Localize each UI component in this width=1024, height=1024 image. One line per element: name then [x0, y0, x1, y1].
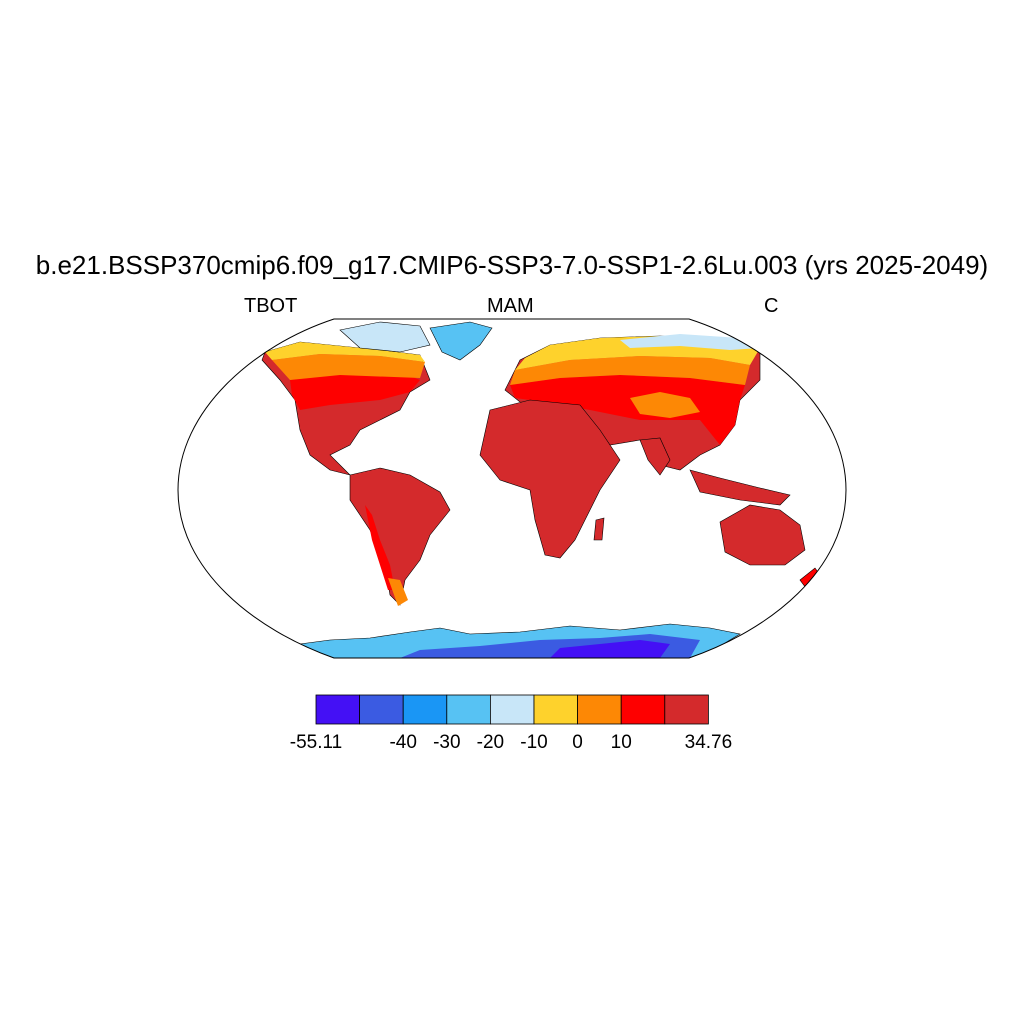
india [639, 437, 671, 476]
colorbar-bin-2 [402, 694, 448, 725]
north-america-warm-band [290, 372, 420, 410]
map-title: b.e21.BSSP370cmip6.f09_g17.CMIP6-SSP3-7.… [35, 250, 989, 280]
greenland [429, 321, 493, 361]
colorbar-label-6: 10 [611, 732, 632, 753]
colorbar-labels: -55.11 -40 -30 -20 -10 0 10 34.76 [290, 732, 732, 753]
colorbar-bin-0 [315, 694, 360, 725]
south-america-tip [388, 578, 408, 606]
colorbar-label-3: -20 [477, 732, 504, 753]
colorbar-bin-3 [446, 694, 491, 725]
colorbar-label-0: -55.11 [290, 732, 342, 753]
africa [479, 399, 621, 559]
colorbar-bin-4 [489, 694, 535, 725]
australia [719, 504, 806, 566]
madagascar [593, 517, 605, 541]
map-outline [177, 318, 847, 659]
antarctica-core [550, 640, 670, 658]
colorbar-bin-8 [664, 694, 709, 725]
eurasia-mid-band [510, 356, 750, 385]
variable-label: TBOT [244, 295, 298, 317]
south-america-andes [365, 505, 395, 590]
season-label: MAM [487, 295, 534, 317]
colorbar-bin-6 [577, 694, 622, 725]
canadian-arctic [339, 321, 431, 353]
colorbar-label-7: 34.76 [685, 732, 733, 753]
colorbar-label-4: -10 [520, 732, 547, 753]
colorbar-bin-1 [359, 694, 404, 725]
colorbar-label-5: 0 [572, 732, 583, 753]
colorbar-label-1: -40 [389, 732, 416, 753]
colorbar-bin-7 [620, 694, 666, 725]
eurasia-warm-band [510, 375, 745, 445]
north-america-mid-band [272, 354, 425, 380]
tibetan-plateau [630, 392, 700, 418]
map-land-layer [261, 321, 821, 658]
colorbar-boxes [315, 694, 709, 725]
units-label: C [764, 295, 779, 317]
colorbar-label-2: -30 [433, 732, 460, 753]
colorbar-bin-5 [533, 694, 578, 725]
siberia-north [620, 334, 760, 350]
north-america-north-band [265, 342, 425, 362]
southeast-asia [689, 469, 791, 506]
